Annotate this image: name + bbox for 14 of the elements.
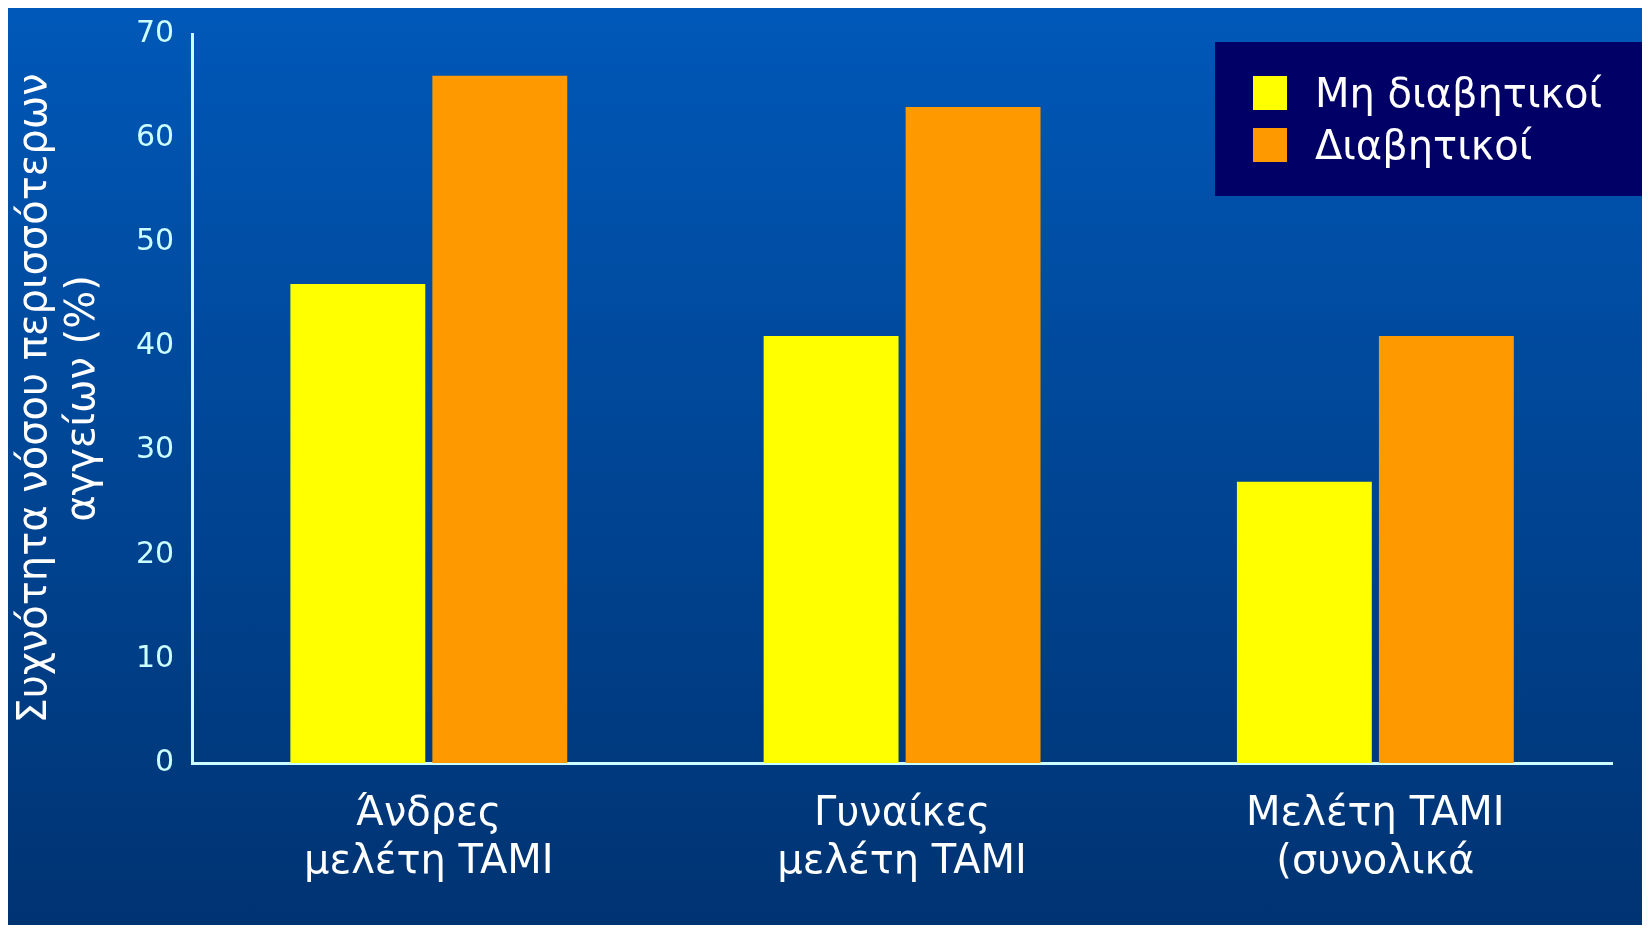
y-axis-title: Συχνότητα νόσου περισσότερων αγγείων (%) — [9, 73, 104, 724]
y-tick-label: 60 — [135, 117, 175, 153]
y-tick-label: 70 — [135, 13, 175, 49]
y-tick-label: 30 — [135, 430, 175, 466]
x-tick-label: Άνδρες μελέτη TAMI — [304, 788, 554, 883]
x-tick-label: Γυναίκες μελέτη TAMI — [777, 788, 1027, 883]
y-tick-label: 50 — [135, 222, 175, 258]
legend-label: Μη διαβητικοί — [1314, 70, 1602, 116]
x-tick-label: Μελέτη TAMI (συνολικά — [1246, 788, 1505, 883]
y-tick-label: 20 — [135, 534, 175, 570]
y-tick-label: 10 — [135, 638, 175, 674]
y-tick-label: 0 — [155, 742, 175, 778]
legend-label: Διαβητικοί — [1314, 122, 1533, 168]
y-tick-label: 40 — [135, 326, 175, 362]
